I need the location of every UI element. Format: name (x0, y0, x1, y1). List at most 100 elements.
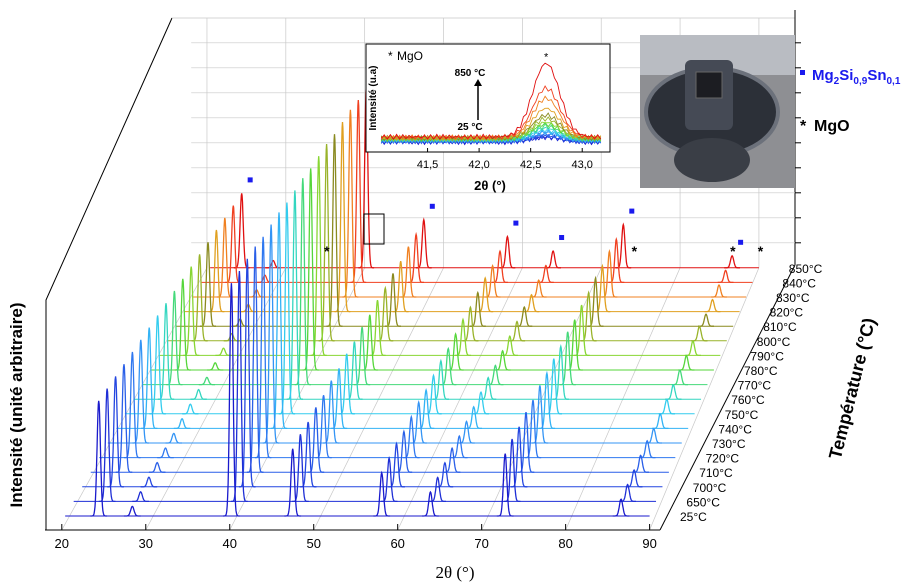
formula-part: Sn (867, 67, 886, 84)
peak (254, 236, 272, 459)
peak (299, 421, 317, 488)
peak (238, 258, 256, 488)
peak (510, 426, 528, 488)
peak (652, 413, 669, 430)
peak (724, 254, 740, 269)
peak (315, 395, 332, 459)
mgo-marker: * (324, 243, 330, 259)
mgo-marker: * (632, 243, 638, 259)
mgo-marker: * (758, 243, 764, 259)
inset-top-label: 850 °C (455, 68, 486, 79)
legend-marker (800, 70, 805, 75)
peak (90, 400, 108, 517)
temperature-label: 830°C (776, 291, 810, 305)
peak (612, 498, 630, 517)
peak (530, 279, 547, 298)
labels: 20 30 40 50 60 70 80 90 850°C840°C830°C820°C810°… (55, 71, 823, 551)
inset-x-tick-label: 43,0 (572, 159, 593, 171)
peak (698, 313, 714, 327)
inset-arrowhead (474, 79, 482, 86)
x-tick-label: 80 (558, 536, 572, 551)
peak (292, 434, 309, 503)
temperature-label: 750°C (725, 408, 759, 422)
phase-marker (429, 203, 435, 209)
peak (671, 369, 688, 386)
peak (545, 249, 561, 269)
peak (422, 490, 439, 517)
peak (531, 385, 549, 444)
inset-symbol: * (388, 49, 393, 63)
inset: 41,5 42,0 42,5 43,0 * (380, 51, 602, 171)
highlight-box (363, 213, 385, 245)
x-axis-title: 2θ (°) (435, 563, 474, 582)
legend-formula: Mg2Si0,9Sn0,1 (812, 67, 901, 87)
temperature-label: 820°C (770, 306, 804, 320)
y-axis-title: Intensité (unité arbitraire) (7, 303, 26, 508)
peak (494, 349, 511, 371)
peak (601, 249, 618, 298)
peak (608, 236, 625, 284)
formula-part: 0,9 (853, 76, 867, 87)
temperature-label: 720°C (706, 452, 740, 466)
temperature-label: 810°C (763, 320, 797, 334)
peak (545, 358, 562, 415)
peak (566, 319, 583, 371)
peak (334, 121, 351, 313)
peak (373, 470, 391, 517)
peak (207, 362, 224, 371)
inset-x-tick-label: 42,5 (520, 159, 541, 171)
peak (310, 156, 327, 357)
peak (711, 284, 727, 298)
photo-base (674, 138, 750, 182)
peak (594, 263, 611, 313)
temperature-label: 710°C (699, 466, 733, 480)
peak (678, 354, 695, 371)
peak (665, 383, 682, 400)
inset-curve (380, 62, 602, 141)
peak (294, 178, 311, 386)
legend-mgo: MgO (814, 118, 850, 135)
x-tick-label: 40 (223, 536, 237, 551)
inset-x-tick-label: 42,0 (468, 159, 489, 171)
floor-grid-line (649, 267, 760, 531)
peak (182, 403, 199, 415)
peak (326, 134, 343, 327)
phase-marker (559, 235, 565, 240)
peak (552, 343, 569, 400)
formula-part: Si (839, 67, 853, 84)
peak (350, 99, 367, 284)
peak (704, 298, 721, 313)
peak (223, 283, 240, 517)
peak (123, 505, 141, 517)
phase-marker (513, 220, 519, 226)
x-tick-label: 60 (390, 536, 404, 551)
inset-x-title: 2θ (°) (474, 178, 506, 193)
formula-part: 2 (834, 76, 840, 87)
peak (501, 335, 518, 357)
peak (284, 448, 302, 517)
peak (580, 290, 597, 342)
photo (640, 35, 795, 188)
mgo-marker: * (730, 243, 736, 259)
peak (223, 332, 240, 342)
temperature-label: 800°C (757, 335, 791, 349)
peak (509, 320, 526, 342)
temperature-label: 780°C (744, 364, 778, 378)
peak (523, 293, 540, 313)
formula-part: 0,1 (887, 76, 901, 87)
peak (559, 331, 576, 386)
temperature-label: 850°C (789, 262, 823, 276)
peak (684, 340, 701, 357)
peak (496, 453, 514, 517)
peak (231, 270, 248, 503)
temperature-label: 25°C (680, 510, 707, 524)
temperature-label: 740°C (718, 422, 752, 436)
inset-legend: MgO (397, 49, 423, 63)
peak (342, 109, 359, 298)
legend-symbol: * (800, 118, 807, 135)
temperature-label: 760°C (731, 393, 765, 407)
peak (165, 432, 182, 444)
peak (140, 476, 158, 488)
phase-marker (247, 177, 253, 183)
peak (658, 398, 675, 415)
